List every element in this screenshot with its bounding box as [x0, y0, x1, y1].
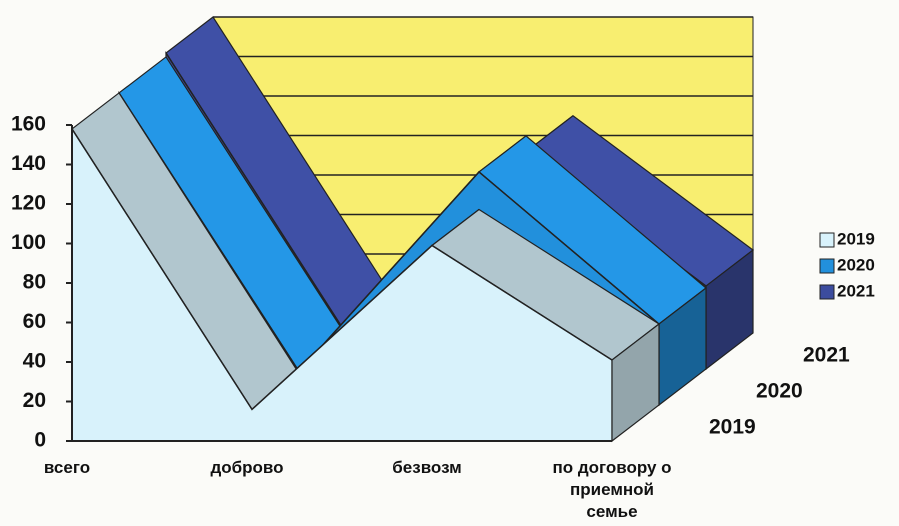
x-tick-label: доброво — [210, 458, 284, 477]
y-tick-label: 20 — [23, 389, 46, 412]
legend-label: 2020 — [837, 255, 875, 274]
y-tick-label: 140 — [11, 152, 46, 175]
x-tick-label: безвозм — [392, 458, 462, 477]
legend-label: 2019 — [837, 229, 875, 248]
legend-label: 2021 — [837, 281, 875, 300]
y-tick-label: 160 — [11, 113, 46, 136]
depth-label: 2020 — [756, 380, 803, 403]
legend-swatch — [819, 284, 835, 300]
y-tick-label: 0 — [34, 429, 46, 452]
legend-swatch — [819, 258, 835, 274]
side-face — [611, 322, 660, 443]
y-tick-label: 120 — [11, 192, 46, 215]
y-tick-label: 100 — [11, 231, 46, 254]
y-tick-label: 80 — [23, 271, 46, 294]
y-tick-label: 60 — [23, 310, 46, 333]
legend-swatch — [819, 232, 835, 248]
series-line — [71, 128, 613, 411]
y-tick-label: 40 — [23, 350, 46, 373]
x-tick-label: всего — [43, 458, 91, 477]
x-tick-label: по договору о приемной семье — [552, 458, 672, 521]
depth-label: 2019 — [709, 416, 756, 439]
depth-label: 2021 — [803, 344, 850, 367]
